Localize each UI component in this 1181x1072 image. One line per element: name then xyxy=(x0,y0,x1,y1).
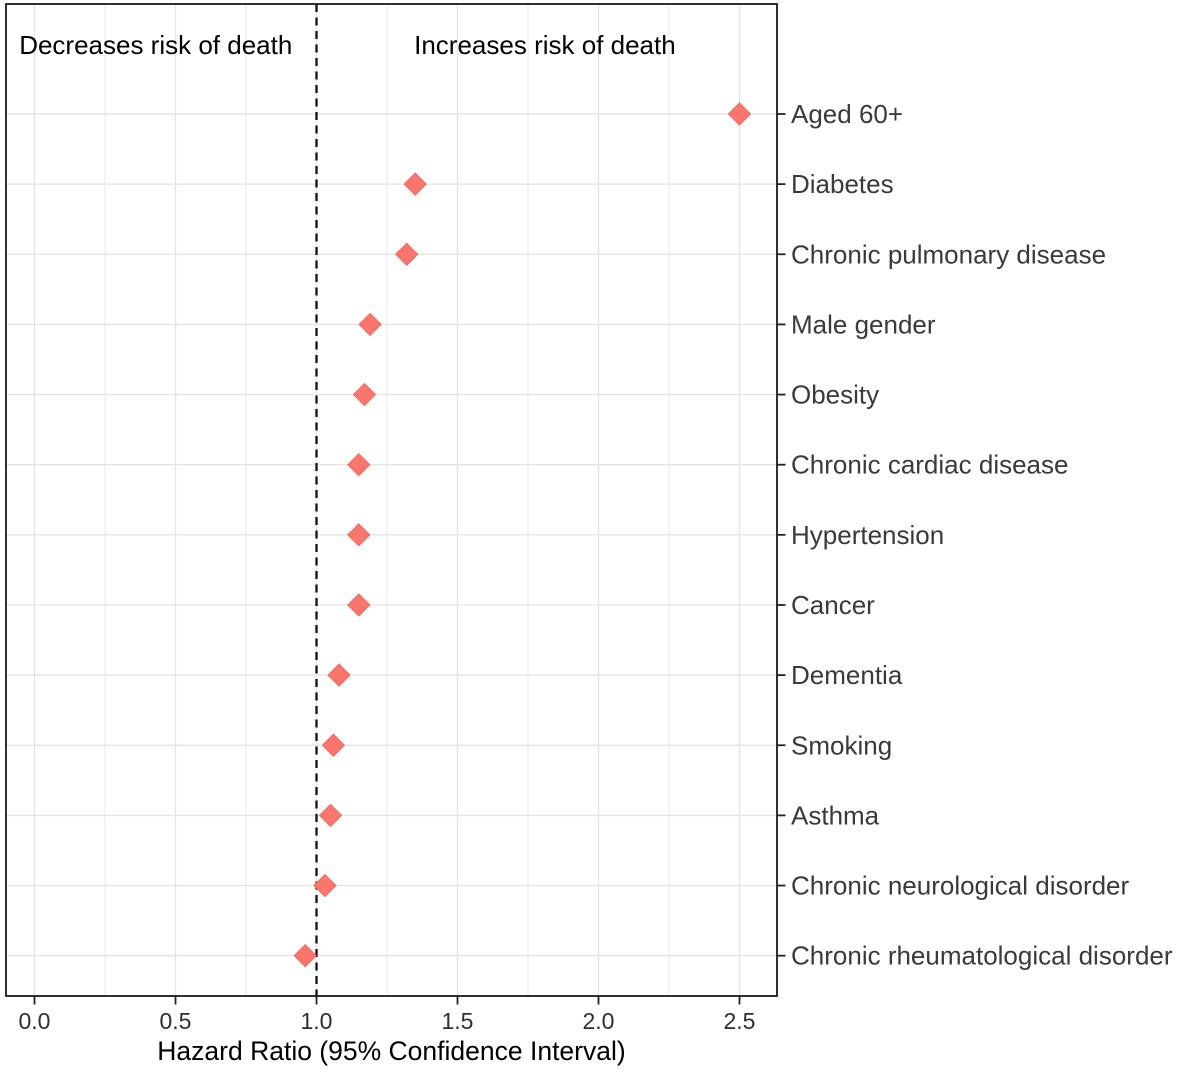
category-label: Hypertension xyxy=(791,520,944,550)
hazard-ratio-diamond xyxy=(321,733,346,757)
hazard-ratio-diamond xyxy=(293,943,317,968)
hazard-ratio-diamond xyxy=(352,382,377,407)
plot-panel-border xyxy=(5,3,778,997)
category-label: Cancer xyxy=(791,590,875,620)
category-label: Chronic rheumatological disorder xyxy=(791,941,1173,971)
hazard-ratio-diamond xyxy=(347,523,371,547)
hazard-ratio-diamond xyxy=(347,593,371,617)
hazard-ratio-diamond xyxy=(313,873,337,898)
hazard-ratio-diamond xyxy=(327,663,351,687)
annotation-decreases-risk: Decreases risk of death xyxy=(19,30,292,60)
horizontal-gridlines xyxy=(6,113,777,957)
category-label: Smoking xyxy=(791,730,892,760)
hazard-ratio-diamond xyxy=(347,452,371,477)
x-axis-title: Hazard Ratio (95% Confidence Interval) xyxy=(157,1036,625,1066)
x-tick-label: 1.0 xyxy=(301,1008,333,1034)
hazard-ratio-diamond xyxy=(358,312,382,337)
hazard-ratio-diamond xyxy=(318,803,343,828)
vertical-gridlines xyxy=(33,4,741,996)
y-axis-tick-marks xyxy=(777,113,786,957)
x-tick-label: 2.0 xyxy=(583,1008,615,1034)
annotation-increases-risk: Increases risk of death xyxy=(414,30,676,60)
hazard-ratio-diamond xyxy=(395,242,419,266)
category-labels: Aged 60+ Diabetes Chronic pulmonary diseas… xyxy=(791,99,1173,971)
x-tick-label: 0.0 xyxy=(19,1008,51,1034)
hazard-ratio-diamond xyxy=(403,172,427,196)
x-tick-label: 0.5 xyxy=(160,1008,192,1034)
category-label: Asthma xyxy=(791,800,880,830)
category-label: Chronic neurological disorder xyxy=(791,871,1130,901)
category-label: Dementia xyxy=(791,660,903,690)
category-label: Chronic cardiac disease xyxy=(791,450,1068,480)
x-tick-label: 1.5 xyxy=(442,1008,474,1034)
data-points xyxy=(293,102,752,968)
category-label: Diabetes xyxy=(791,169,894,199)
x-tick-label: 2.5 xyxy=(724,1008,756,1034)
category-label: Aged 60+ xyxy=(791,99,903,129)
x-axis-tick-marks xyxy=(33,996,741,1005)
hazard-ratio-diamond xyxy=(727,102,752,126)
category-label: Chronic pulmonary disease xyxy=(791,239,1106,269)
x-axis-tick-labels: 0.0 0.5 1.0 1.5 2.0 2.5 xyxy=(19,1008,756,1034)
category-label: Male gender xyxy=(791,309,936,339)
category-label: Obesity xyxy=(791,380,879,410)
